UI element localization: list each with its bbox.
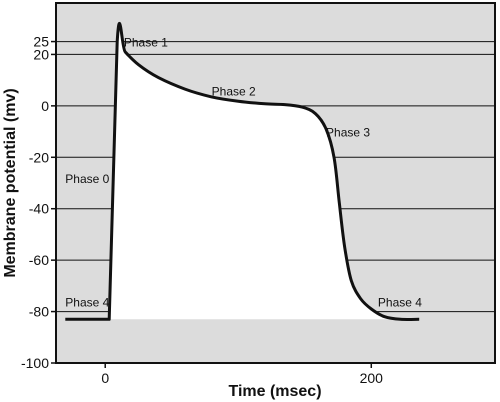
phase-label: Phase 1 — [124, 36, 168, 50]
phase-label: Phase 3 — [326, 126, 370, 140]
x-tick-label: 0 — [101, 370, 109, 386]
phase-label: Phase 4 — [65, 295, 109, 309]
y-tick-label: -80 — [29, 304, 49, 320]
action-potential-fill — [65, 23, 420, 320]
y-tick-label: -40 — [29, 201, 49, 217]
y-tick-label: -20 — [29, 149, 49, 165]
y-axis-label: Membrane potential (mv) — [2, 88, 19, 277]
y-tick-label: -100 — [21, 355, 49, 371]
phase-label: Phase 0 — [65, 172, 109, 186]
y-tick-label: 0 — [41, 98, 49, 114]
y-tick-label: 25 — [33, 34, 49, 50]
phase-label: Phase 2 — [212, 85, 256, 99]
x-tick-label: 200 — [360, 370, 384, 386]
y-tick-label: 20 — [33, 46, 49, 62]
action-potential-line — [65, 22, 420, 321]
x-axis-label: Time (msec) — [228, 383, 321, 400]
y-tick-label: -60 — [29, 252, 49, 268]
x-axis-ticks: 0 200 — [101, 363, 383, 386]
phase-annotations: Phase 1 Phase 2 Phase 3 Phase 0 Phase 4 Phase… — [65, 36, 422, 310]
phase-label: Phase 4 — [378, 295, 422, 309]
